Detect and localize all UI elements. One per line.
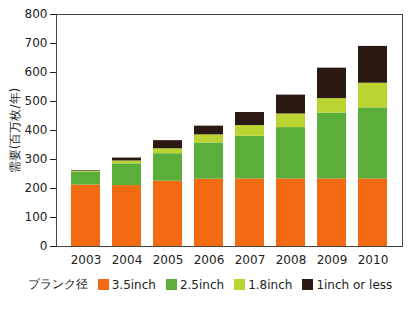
html-text:ブランク径: ブランク径 — [27, 277, 88, 291]
svg-text:2003: 2003 — [71, 253, 102, 267]
svg-text:2010: 2010 — [358, 253, 389, 267]
svg-text:300: 300 — [25, 152, 48, 166]
svg-text:2004: 2004 — [112, 253, 143, 267]
svg-text:2005: 2005 — [153, 253, 184, 267]
html-text:2.5inch: 2.5inch — [179, 277, 225, 292]
svg-text:2007: 2007 — [235, 253, 266, 267]
html-text:3.5inch: 3.5inch — [111, 277, 156, 292]
svg-text:200: 200 — [25, 181, 48, 195]
svg-text:800: 800 — [25, 7, 48, 21]
svg-text:400: 400 — [25, 123, 48, 137]
svg-text:700: 700 — [25, 36, 48, 50]
html-text:1.8inch: 1.8inch — [248, 277, 293, 292]
svg-text:500: 500 — [25, 94, 48, 108]
svg-text:2008: 2008 — [276, 253, 307, 267]
svg-text:0: 0 — [40, 239, 48, 253]
svg-text:2006: 2006 — [194, 253, 225, 267]
svg-text:2009: 2009 — [317, 253, 348, 267]
html-text:1inch or less: 1inch or less — [316, 277, 393, 292]
svg-text:需要(百万枚/年): 需要(百万枚/年) — [8, 88, 22, 173]
svg-text:100: 100 — [25, 210, 48, 224]
svg-text:600: 600 — [25, 65, 48, 79]
